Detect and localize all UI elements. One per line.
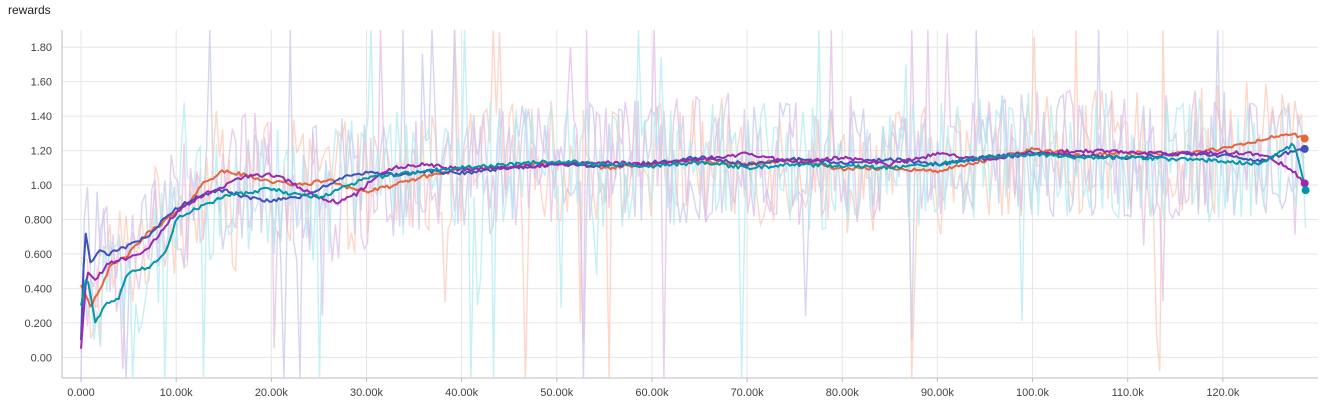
- x-tick-label: 50.00k: [540, 387, 574, 399]
- y-tick-label: 0.200: [24, 318, 52, 330]
- y-tick-label: 1.40: [31, 111, 52, 123]
- end-markers: [1300, 134, 1310, 195]
- x-tick-label: 40.00k: [445, 387, 479, 399]
- x-tick-label: 80.00k: [826, 387, 860, 399]
- y-tick-label: 0.00: [31, 352, 52, 364]
- raw-series-trace: [80, 29, 1307, 378]
- x-tick-label: 120.0k: [1206, 387, 1240, 399]
- raw-series-trace: [80, 29, 1306, 378]
- raw-series-trace: [80, 29, 1306, 378]
- x-tick-label: 110.0k: [1112, 387, 1145, 399]
- series-end-dot[interactable]: [1301, 186, 1310, 195]
- y-tick-label: 1.80: [31, 42, 52, 54]
- series-end-dot[interactable]: [1300, 144, 1309, 153]
- series-end-dot[interactable]: [1300, 134, 1309, 143]
- series-end-dot[interactable]: [1300, 179, 1309, 188]
- y-tick-label: 0.800: [24, 215, 52, 227]
- y-tick-label: 1.00: [31, 180, 52, 192]
- y-tick-label: 1.20: [31, 146, 52, 158]
- x-tick-label: 30.00k: [350, 387, 384, 399]
- x-axis-ticks: 0.000 10.00k 20.00k 30.00k 40.00k 50.00k 60.00…: [67, 387, 1240, 399]
- y-tick-label: 0.400: [24, 283, 52, 295]
- x-tick-label: 0.000: [67, 387, 95, 399]
- x-tick-label: 20.00k: [255, 387, 289, 399]
- x-tick-label: 70.00k: [731, 387, 765, 399]
- series-line[interactable]: [80, 146, 1306, 341]
- x-tick-label: 10.00k: [160, 387, 194, 399]
- y-tick-label: 1.60: [31, 77, 52, 89]
- series-line[interactable]: [80, 142, 1307, 324]
- x-tick-label: 100.0k: [1016, 387, 1050, 399]
- raw-series-trace: [80, 29, 1306, 378]
- y-tick-label: 0.600: [24, 249, 52, 261]
- x-tick-label: 90.00k: [921, 387, 955, 399]
- raw-series-layer: [80, 29, 1307, 378]
- chart-title: rewards: [8, 3, 51, 17]
- axis-frame: [61, 30, 1318, 379]
- x-tick-label: 60.00k: [635, 387, 669, 399]
- smoothed-series-layer: [80, 132, 1307, 349]
- y-axis-ticks: 0.00 0.200 0.400 0.600 0.800 1.00 1.20 1.40 1.60…: [24, 42, 52, 364]
